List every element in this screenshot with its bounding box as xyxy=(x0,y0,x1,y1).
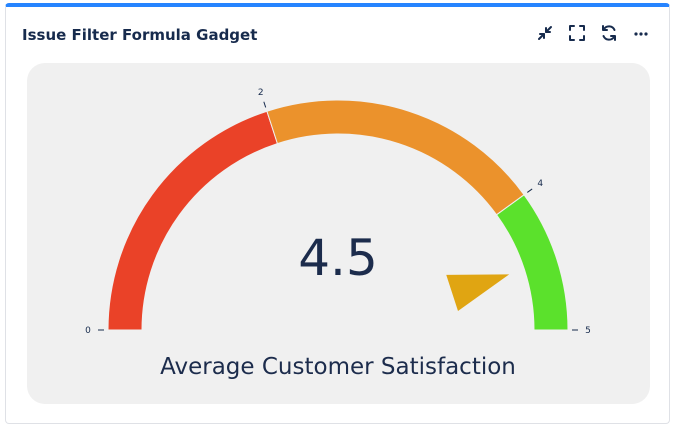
minimize-icon xyxy=(538,26,552,40)
gauge-band-1 xyxy=(266,99,525,216)
gadget-card: Issue Filter Formula Gadget xyxy=(5,3,670,424)
gauge-value: 4.5 xyxy=(298,229,378,287)
gauge-tick-label-3: 5 xyxy=(585,326,591,336)
gauge-band-0 xyxy=(107,110,279,331)
gauge-tick-label-2: 4 xyxy=(537,179,543,189)
gauge-tick-label-1: 2 xyxy=(258,88,264,98)
fullscreen-button[interactable] xyxy=(567,23,587,43)
more-button[interactable] xyxy=(631,23,651,43)
gauge-tick-1 xyxy=(263,101,267,108)
gadget-header: Issue Filter Formula Gadget xyxy=(6,7,669,59)
gadget-actions xyxy=(535,23,651,43)
refresh-button[interactable] xyxy=(599,23,619,43)
gauge-title: Average Customer Satisfaction xyxy=(160,354,516,380)
gauge-tick-label-0: 0 xyxy=(85,326,91,336)
fullscreen-icon xyxy=(569,25,585,41)
gauge-tick-2 xyxy=(527,188,533,193)
refresh-icon xyxy=(602,25,616,41)
gauge-panel: 0 2 4 5 4.5 Average Customer Satisfaction xyxy=(27,63,650,404)
gadget-title: Issue Filter Formula Gadget xyxy=(22,26,258,44)
more-icon xyxy=(634,32,648,36)
minimize-button[interactable] xyxy=(535,23,555,43)
gauge-needle xyxy=(446,274,510,311)
gauge-band-2 xyxy=(495,194,569,331)
gauge-chart: 0 2 4 5 4.5 Average Customer Satisfaction xyxy=(85,88,591,380)
